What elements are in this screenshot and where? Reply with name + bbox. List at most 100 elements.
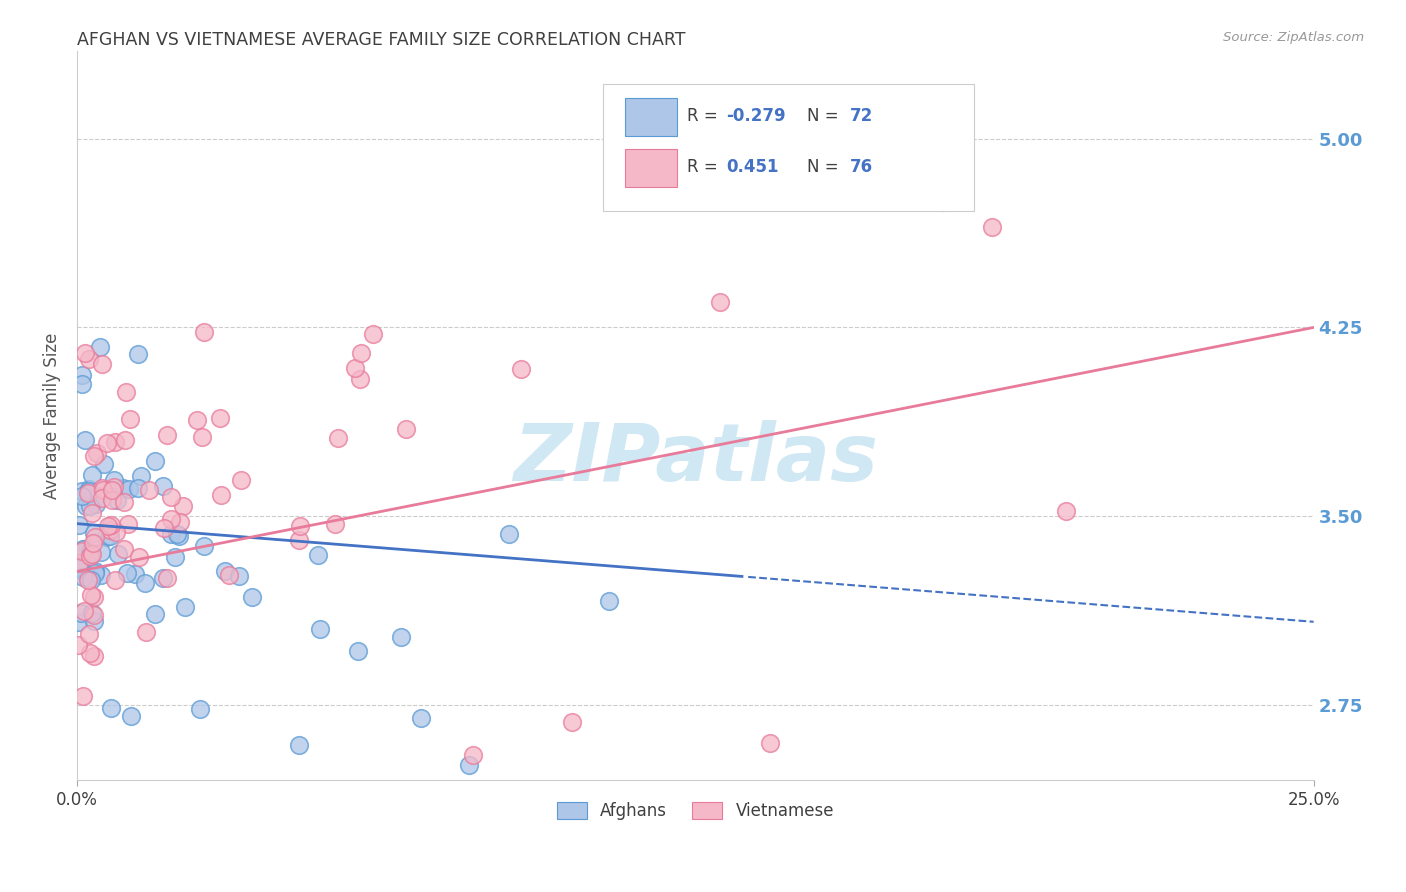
Point — [77, 484, 100, 499]
Point — [91, 357, 114, 371]
Text: 76: 76 — [851, 159, 873, 177]
Point — [83, 566, 105, 580]
Point — [138, 483, 160, 497]
Point — [69, 607, 91, 621]
Point — [457, 758, 479, 772]
Point — [307, 549, 329, 563]
Point — [128, 549, 150, 564]
Point — [214, 564, 236, 578]
Point — [83, 615, 105, 629]
Point — [229, 473, 252, 487]
Point — [758, 735, 780, 749]
Point — [143, 454, 166, 468]
Point — [87, 489, 110, 503]
Point — [343, 360, 366, 375]
Point — [240, 590, 263, 604]
Point — [709, 295, 731, 310]
Point — [186, 413, 208, 427]
Point — [208, 410, 231, 425]
Point — [117, 516, 139, 531]
Point — [80, 547, 103, 561]
Point — [80, 588, 103, 602]
Point — [169, 515, 191, 529]
Point — [124, 566, 146, 581]
Point — [91, 491, 114, 505]
Point — [77, 627, 100, 641]
Point — [129, 469, 152, 483]
Point — [90, 568, 112, 582]
Text: 72: 72 — [851, 107, 873, 126]
Text: N =: N = — [807, 107, 844, 126]
Point — [77, 482, 100, 496]
Point — [166, 527, 188, 541]
Point — [67, 557, 90, 571]
Point — [72, 569, 94, 583]
Point — [159, 527, 181, 541]
Text: ZIPatlas: ZIPatlas — [513, 420, 877, 499]
Point — [72, 604, 94, 618]
Point — [105, 492, 128, 507]
Point — [101, 492, 124, 507]
Point — [112, 542, 135, 557]
Point — [97, 519, 120, 533]
Y-axis label: Average Family Size: Average Family Size — [44, 333, 60, 499]
Text: -0.279: -0.279 — [727, 107, 786, 126]
Point — [103, 473, 125, 487]
Point — [84, 497, 107, 511]
Point — [101, 483, 124, 497]
Point — [67, 559, 90, 574]
Text: N =: N = — [807, 159, 844, 177]
Point — [70, 483, 93, 498]
Point — [89, 339, 111, 353]
Point — [309, 622, 332, 636]
Point — [127, 347, 149, 361]
Text: AFGHAN VS VIETNAMESE AVERAGE FAMILY SIZE CORRELATION CHART: AFGHAN VS VIETNAMESE AVERAGE FAMILY SIZE… — [77, 31, 686, 49]
Point — [90, 544, 112, 558]
Point — [79, 646, 101, 660]
Point — [82, 536, 104, 550]
Point — [394, 422, 416, 436]
Point — [73, 545, 96, 559]
FancyBboxPatch shape — [624, 149, 676, 187]
Point — [191, 430, 214, 444]
Point — [209, 488, 232, 502]
Point — [117, 566, 139, 580]
Point — [104, 524, 127, 539]
Point — [66, 638, 89, 652]
Point — [598, 594, 620, 608]
Point — [218, 567, 240, 582]
Point — [75, 499, 97, 513]
Point — [288, 533, 311, 547]
Point — [83, 526, 105, 541]
Text: 0.451: 0.451 — [727, 159, 779, 177]
Point — [83, 607, 105, 622]
Point — [98, 523, 121, 537]
Point — [72, 543, 94, 558]
Point — [118, 482, 141, 496]
Point — [167, 529, 190, 543]
Point — [172, 499, 194, 513]
Point — [173, 599, 195, 614]
Point — [83, 564, 105, 578]
Point — [83, 648, 105, 663]
Point — [94, 530, 117, 544]
Point — [72, 541, 94, 556]
Point — [152, 479, 174, 493]
Point — [510, 362, 533, 376]
Point — [107, 547, 129, 561]
Point — [193, 540, 215, 554]
Point — [70, 376, 93, 391]
Point — [931, 194, 953, 209]
Point — [981, 219, 1004, 234]
Point — [77, 485, 100, 500]
Point — [72, 689, 94, 703]
Point — [409, 711, 432, 725]
Point — [153, 521, 176, 535]
Point — [100, 518, 122, 533]
Point — [93, 458, 115, 472]
Point — [75, 434, 97, 448]
FancyBboxPatch shape — [603, 84, 973, 211]
Point — [73, 541, 96, 556]
Point — [86, 446, 108, 460]
Point — [288, 738, 311, 752]
